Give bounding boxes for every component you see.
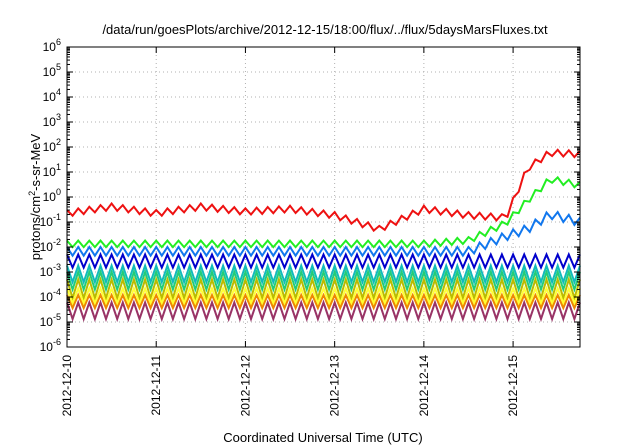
y-tick-label: 104 [43, 87, 61, 104]
y-tick-base: 10 [40, 315, 54, 329]
y-tick-exponent: 0 [56, 187, 61, 197]
y-tick-label: 106 [43, 37, 61, 54]
y-tick-base: 10 [43, 90, 57, 104]
x-tick-label: 2012-12-11 [149, 355, 163, 416]
y-tick-label: 10-3 [40, 262, 61, 279]
y-tick-exponent: 5 [56, 62, 61, 72]
y-axis: 10-610-510-410-310-210-11001011021031041… [40, 37, 580, 354]
series-line-2 [66, 175, 581, 249]
x-tick-label: 2012-12-13 [328, 355, 342, 417]
y-axis-label-base: protons/cm [28, 196, 43, 260]
x-axis-label: Coordinated Universal Time (UTC) [223, 430, 422, 445]
y-tick-base: 10 [40, 290, 54, 304]
y-tick-base: 10 [40, 215, 54, 229]
y-tick-base: 10 [43, 65, 57, 79]
x-tick-label: 2012-12-15 [506, 355, 520, 417]
y-axis-label: protons/cm2-s-sr-MeV [27, 133, 43, 260]
x-axis: 2012-12-10 2012-12-11 2012-12-12 2012-12-13… [60, 47, 520, 416]
series-line-7 [66, 276, 581, 302]
series-line-8 [66, 285, 581, 307]
y-tick-exponent: -2 [53, 237, 61, 247]
x-tick-label: 2012-12-12 [238, 355, 252, 417]
series-line-6 [66, 268, 581, 293]
y-tick-label: 105 [43, 62, 61, 79]
series-line-9 [66, 292, 581, 311]
y-tick-label: 101 [43, 162, 61, 179]
x-tick-label: 2012-12-14 [417, 355, 431, 417]
y-tick-label: 103 [43, 112, 61, 129]
y-tick-label: 10-1 [40, 212, 61, 229]
y-tick-label: 102 [43, 137, 61, 154]
y-tick-base: 10 [43, 115, 57, 129]
y-tick-exponent: -3 [53, 262, 61, 272]
y-tick-exponent: -4 [53, 287, 61, 297]
y-tick-exponent: -5 [53, 312, 61, 322]
y-tick-exponent: 2 [56, 137, 61, 147]
series-group [66, 148, 581, 323]
y-tick-base: 10 [40, 340, 54, 354]
series-line-1 [66, 148, 581, 233]
y-tick-label: 10-5 [40, 312, 61, 329]
series-line-4 [66, 251, 581, 271]
y-tick-label: 10-6 [40, 337, 61, 354]
y-tick-label: 10-2 [40, 237, 61, 254]
y-tick-exponent: 6 [56, 37, 61, 47]
y-tick-label: 100 [43, 187, 61, 204]
y-tick-exponent: 4 [56, 87, 61, 97]
y-tick-base: 10 [43, 190, 57, 204]
y-tick-base: 10 [40, 240, 54, 254]
y-tick-base: 10 [43, 140, 57, 154]
y-tick-label: 10-4 [40, 287, 61, 304]
y-tick-exponent: -1 [53, 212, 61, 222]
y-axis-label-rest: -s-sr-MeV [28, 133, 43, 190]
series-line-5 [66, 262, 581, 286]
y-tick-exponent: -6 [53, 337, 61, 347]
series-line-10 [66, 299, 581, 323]
x-tick-label: 2012-12-10 [60, 355, 74, 417]
y-tick-base: 10 [40, 265, 54, 279]
y-tick-exponent: 3 [56, 112, 61, 122]
series-line-3 [66, 210, 581, 258]
chart-title: /data/run/goesPlots/archive/2012-12-15/1… [102, 22, 548, 37]
y-tick-base: 10 [43, 165, 57, 179]
y-tick-base: 10 [43, 40, 57, 54]
y-tick-exponent: 1 [56, 162, 61, 172]
y-axis-label-sup: 2 [27, 191, 37, 196]
